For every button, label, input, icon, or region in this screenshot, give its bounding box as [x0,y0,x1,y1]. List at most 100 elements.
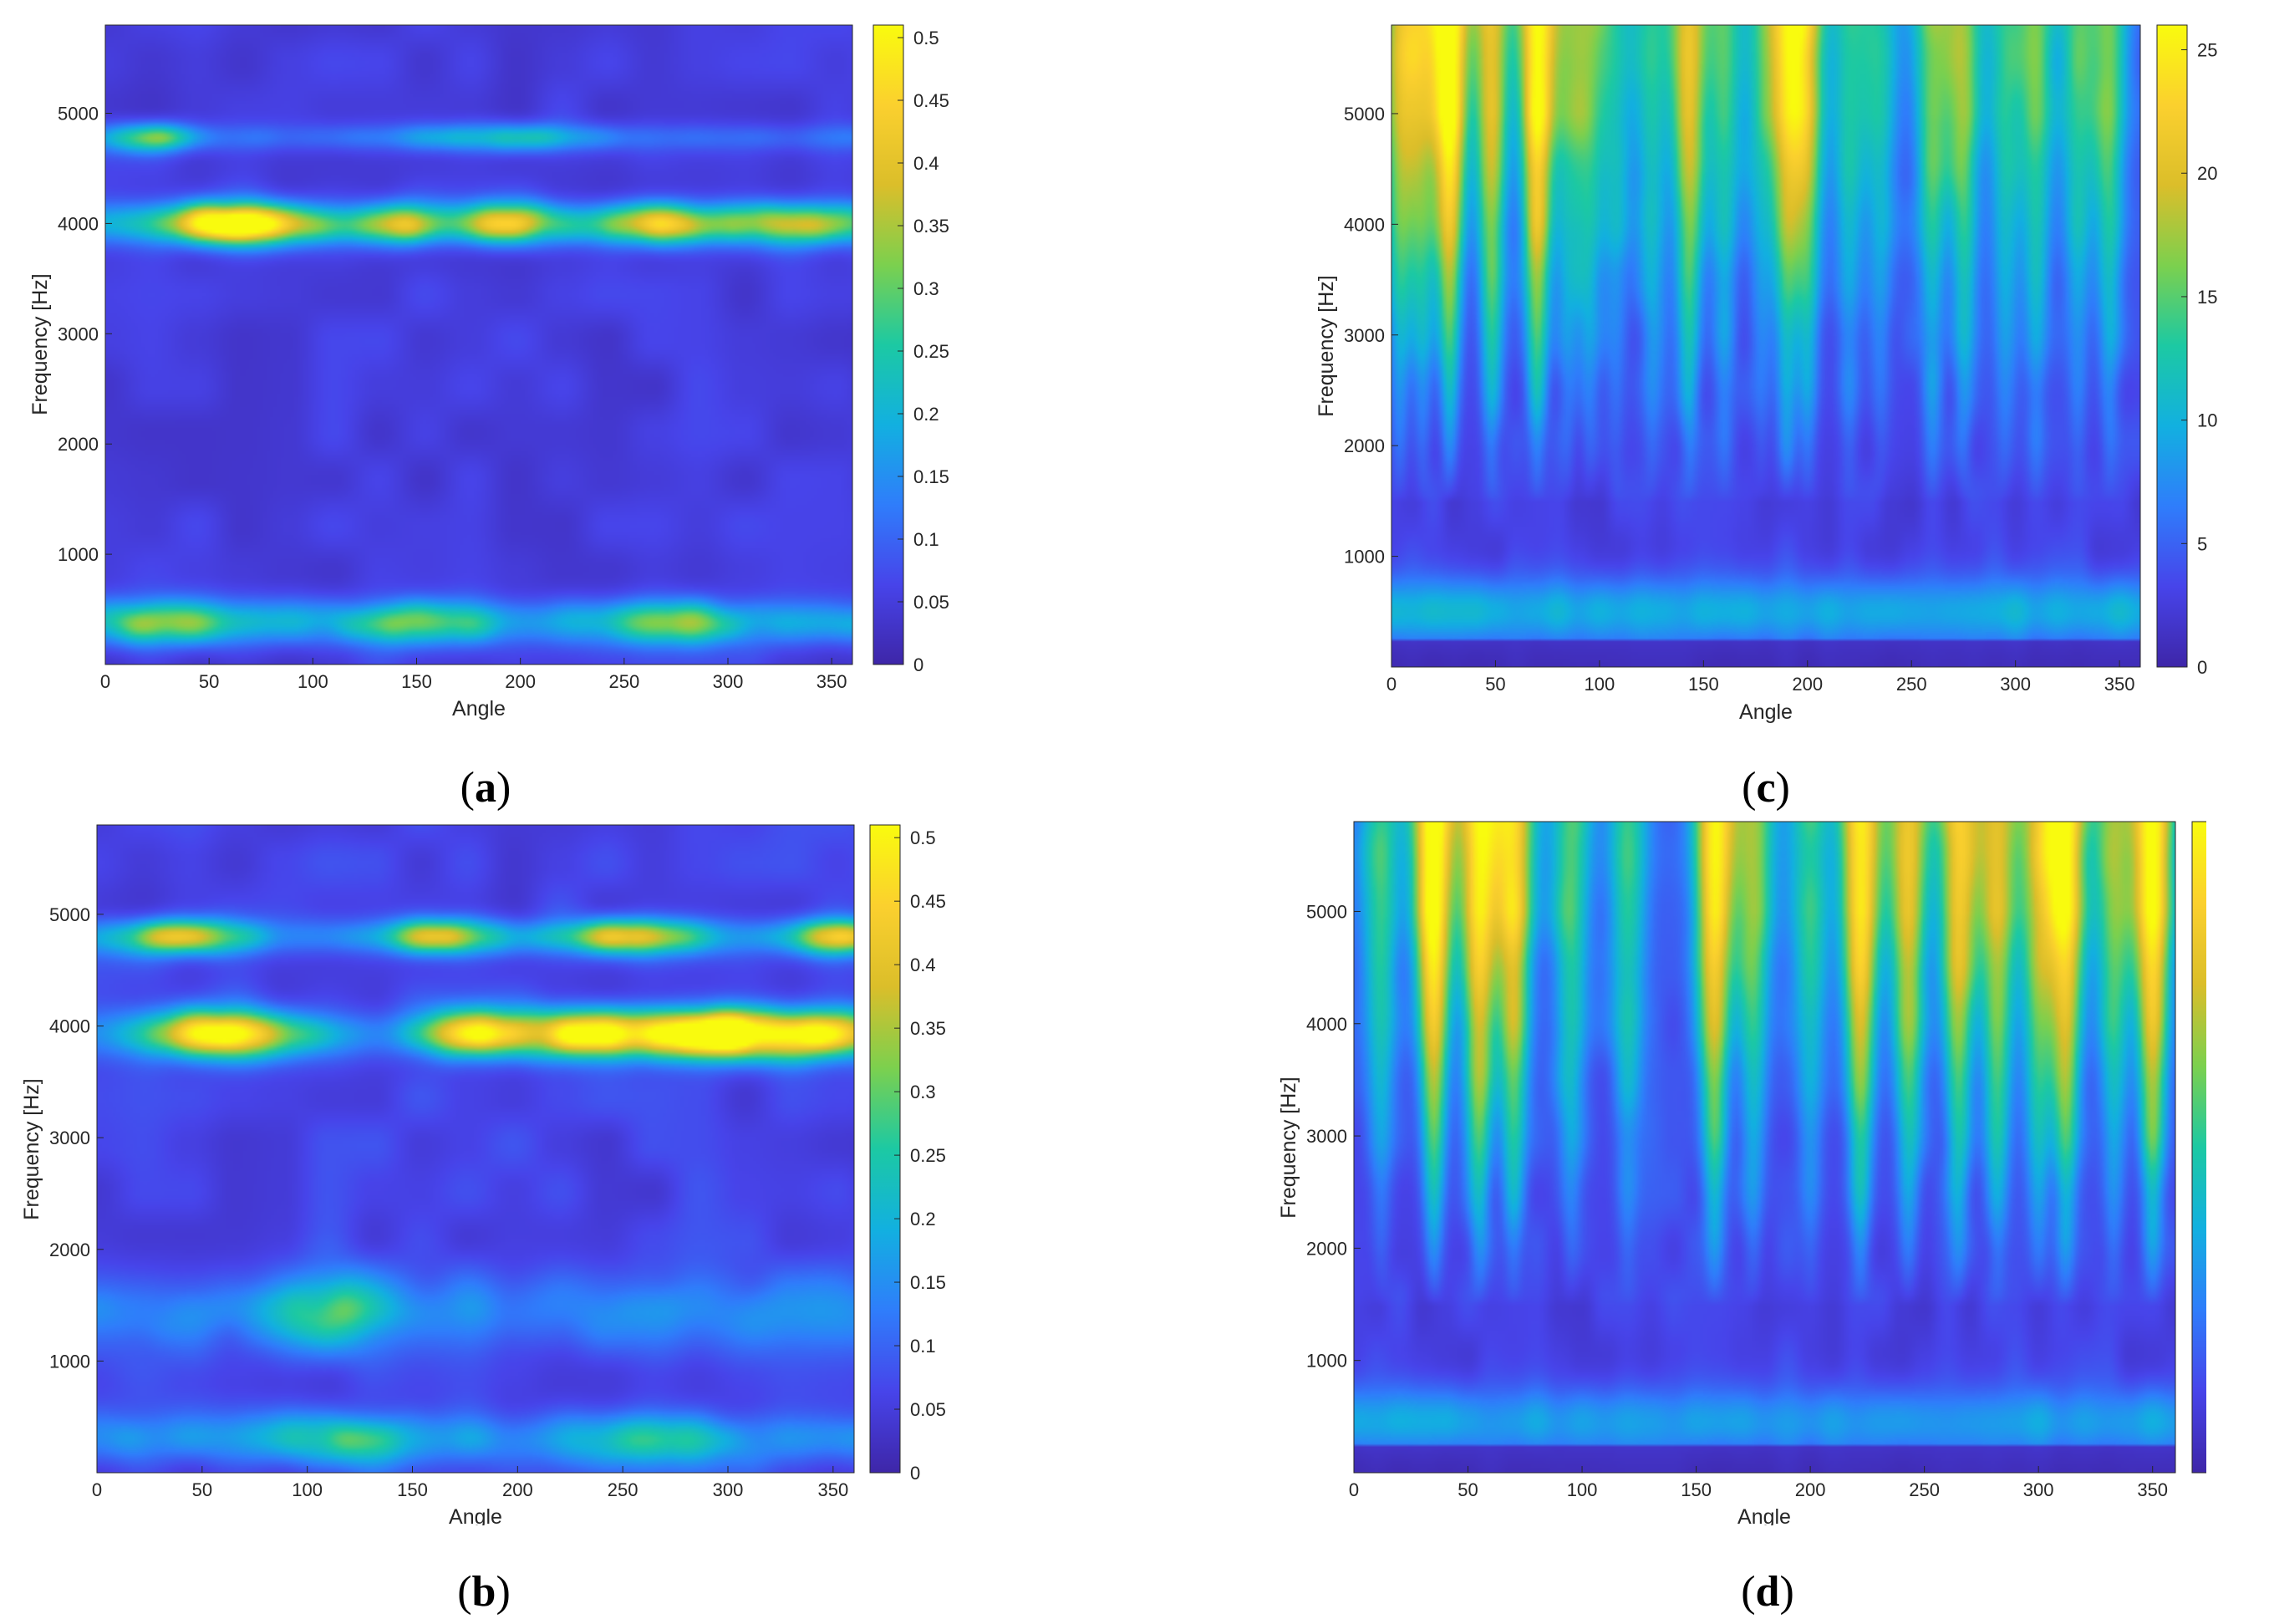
y-tick-label: 1000 [1344,547,1385,568]
caption-letter: c [1756,764,1776,812]
x-tick-label: 50 [1458,1479,1478,1500]
panel-a-spectrogram: 0 50 100 150 200 250 300 350 1000 2000 3000 4000 50… [28,24,949,720]
x-tick-label: 300 [2023,1479,2054,1500]
colorbar-tick-label: 15 [2197,287,2217,308]
y-tick-label: 1000 [58,544,99,565]
colorbar-tick-label: 0.45 [910,891,946,912]
y-tick-label: 1000 [1306,1351,1347,1372]
panel-d-spectrogram: 0 50 100 150 200 250 300 350 1000 2000 3000 4000 50… [1277,821,2206,1525]
heatmap-image [105,25,852,664]
x-tick-label: 50 [1485,674,1505,695]
y-axis: 1000 2000 3000 4000 5000 [1306,901,1361,1372]
heatmap-image [97,825,854,1473]
panel-b-spectrogram: 0 50 100 150 200 250 300 350 1000 2000 3000 4000 50… [20,824,946,1525]
x-tick-label: 350 [2137,1479,2168,1500]
x-tick-label: 200 [505,671,536,692]
x-tick-label: 150 [1688,674,1719,695]
x-tick-label: 0 [92,1479,102,1500]
colorbar-tick-label: 0.4 [910,955,936,975]
x-tick-label: 50 [192,1479,212,1500]
colorbar-ticks: 0 5 10 15 20 25 [2181,40,2217,678]
colorbar-tick-label: 0.15 [910,1272,946,1293]
colorbar [2156,24,2188,668]
caption-c: (c) [1742,764,1790,812]
x-tick-label: 100 [1567,1479,1598,1500]
y-axis: 1000 2000 3000 4000 5000 [58,104,112,565]
colorbar-tick-label: 0.05 [910,1399,946,1420]
y-tick-label: 4000 [1306,1014,1347,1035]
x-axis-label: Angle [452,697,506,720]
x-tick-label: 250 [608,1479,638,1500]
colorbar-tick-label: 0.5 [913,28,939,48]
colorbar-tick-label: 0.05 [913,592,949,613]
y-tick-label: 5000 [58,104,99,125]
x-axis: 0 50 100 150 200 250 300 350 [92,1466,848,1500]
y-tick-label: 4000 [58,213,99,234]
x-tick-label: 300 [713,1479,744,1500]
y-tick-label: 2000 [1344,435,1385,456]
y-tick-label: 3000 [58,323,99,344]
y-axis-label: Frequency [Hz] [1315,275,1338,417]
x-axis-label: Angle [1737,1505,1791,1525]
plot-frame [96,824,855,1474]
x-tick-label: 350 [817,671,847,692]
colorbar-tick-label: 25 [2197,40,2217,61]
colorbar-tick-label: 0.1 [910,1336,936,1357]
x-tick-label: 100 [298,671,328,692]
caption-d: (d) [1741,1568,1794,1616]
y-axis-label: Frequency [Hz] [20,1078,43,1220]
y-axis-label: Frequency [Hz] [1277,1077,1300,1219]
x-tick-label: 350 [817,1479,848,1500]
colorbar-tick-label: 0 [2197,657,2207,678]
y-tick-label: 5000 [1306,901,1347,922]
x-tick-label: 300 [713,671,744,692]
caption-letter: b [471,1568,496,1616]
x-tick-label: 150 [401,671,432,692]
y-tick-label: 3000 [1344,325,1385,346]
x-tick-label: 150 [397,1479,428,1500]
colorbar-tick-label: 5 [2197,533,2207,554]
colorbar-tick-label: 0.3 [913,278,939,299]
y-axis: 1000 2000 3000 4000 5000 [49,904,104,1372]
x-tick-label: 300 [2000,674,2031,695]
x-tick-label: 150 [1681,1479,1712,1500]
y-tick-label: 1000 [49,1351,90,1372]
y-tick-label: 3000 [1306,1126,1347,1147]
y-axis: 1000 2000 3000 4000 5000 [1344,104,1398,568]
heatmap-image [1354,822,2175,1473]
caption-letter: d [1755,1568,1780,1616]
x-tick-label: 250 [608,671,639,692]
x-tick-label: 100 [292,1479,323,1500]
caption-b: (b) [457,1568,511,1616]
x-tick-label: 50 [199,671,219,692]
x-tick-label: 250 [1909,1479,1940,1500]
panel-c-spectrogram: 0 50 100 150 200 250 300 350 100020003000400050… [1315,24,2217,724]
y-tick-label: 2000 [49,1240,90,1260]
x-axis-label: Angle [1739,700,1793,724]
y-tick-label: 2000 [1306,1238,1347,1259]
colorbar-tick-label: 0.35 [910,1018,946,1039]
colorbar-tick-label: 0.15 [913,466,949,487]
y-tick-label: 4000 [1344,214,1385,235]
x-tick-label: 350 [2104,674,2135,695]
y-axis-label: Frequency [Hz] [28,273,52,415]
x-tick-label: 200 [1795,1479,1826,1500]
colorbar-tick-label: 0.35 [913,216,949,237]
x-tick-label: 200 [502,1479,533,1500]
heatmap-image [1391,25,2140,667]
y-tick-label: 2000 [58,434,99,455]
plot-frame [1391,24,2141,668]
colorbar-tick-label: 0 [913,654,923,675]
colorbar-tick-label: 0.5 [910,827,936,848]
colorbar-ticks: 0 0.05 0.1 0.15 0.2 0.25 0.3 0.35 0.4 0.45 0.5 [898,28,949,675]
colorbar-tick-label: 0.2 [913,404,939,425]
x-tick-label: 250 [1896,674,1927,695]
x-tick-label: 200 [1792,674,1823,695]
colorbar [869,824,901,1474]
caption-letter: a [475,764,496,812]
x-axis: 0 50 100 150 200 250 300 350 [1386,660,2135,695]
caption-a: (a) [460,764,511,812]
colorbar-tick-label: 0.45 [913,90,949,111]
x-tick-label: 0 [100,671,110,692]
colorbar-tick-label: 20 [2197,163,2217,184]
